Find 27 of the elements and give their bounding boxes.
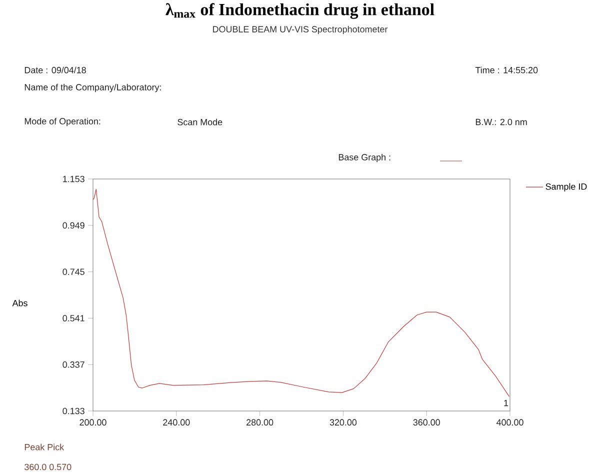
y-tick-label: 0.541 [62,315,84,322]
x-tick-label: 280.00 [246,419,274,426]
y-tick-label: 0.745 [62,268,84,275]
annotation: 1 [504,400,508,406]
text: DOUBLE BEAM UV-VIS Spectrophotometer [213,26,388,34]
text: Time : 14:55:20 [475,66,538,74]
chart-title: λ$_{max}$ of Indomethacin drug in ethanol [166,3,434,19]
y-tick-label: 1.153 [63,176,84,182]
text: Scan Mode [178,118,222,126]
legend-label: Sample ID [546,183,587,192]
text: Mode of Operation: [24,118,100,126]
x-tick-label: 240.00 [163,419,190,426]
x-tick-label: 360.00 [413,419,440,426]
y-tick-label: 0.337 [62,361,84,368]
x-tick-label: 320.00 [330,419,357,426]
text: 360.0 0.570 [24,464,72,470]
line-series [93,188,510,397]
text: B.W.: 2.0 nm [476,118,527,126]
text: Peak Pick [24,444,64,450]
x-tick-label: 200.00 [80,419,106,426]
x-tick-label: 400.00 [496,419,524,426]
y-tick-label: 0.133 [62,408,84,414]
text: Base Graph : [338,154,390,162]
y-axis-title: Abs [12,300,28,306]
text: Date : 09/04/18 [24,66,86,74]
y-tick-label: 0.949 [62,222,84,229]
text: Name of the Company/Laboratory: [24,84,161,92]
